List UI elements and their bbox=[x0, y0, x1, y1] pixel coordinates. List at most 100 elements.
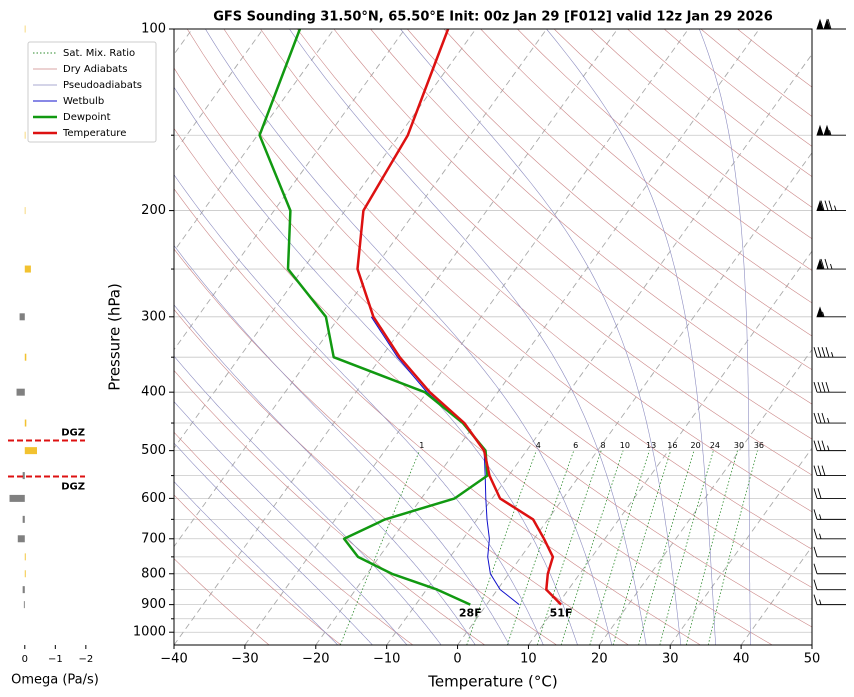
omega-bar bbox=[19, 313, 25, 321]
dry-adiabat bbox=[223, 29, 812, 550]
legend-label: Temperature bbox=[62, 128, 126, 139]
pseudoadiabat bbox=[400, 29, 682, 645]
wind-barb bbox=[816, 124, 846, 136]
x-tick-label: 20 bbox=[591, 652, 608, 667]
omega-axis-label: Omega (Pa/s) bbox=[11, 673, 99, 688]
dry-adiabat bbox=[174, 558, 270, 645]
y-tick-label: 500 bbox=[141, 443, 166, 458]
mixing-ratio-label: 4 bbox=[536, 441, 541, 450]
dry-adiabat bbox=[174, 494, 342, 645]
dry-adiabat bbox=[627, 29, 812, 177]
dgz-label: DGZ bbox=[61, 427, 85, 438]
legend-label: Dry Adiabats bbox=[63, 64, 127, 75]
wind-barb bbox=[813, 488, 846, 499]
pseudoadiabat bbox=[205, 29, 613, 645]
wind-barb bbox=[813, 412, 846, 424]
dry-adiabat bbox=[370, 29, 812, 405]
pseudoadiabat bbox=[174, 355, 442, 645]
profile-line bbox=[370, 316, 520, 605]
omega-bar bbox=[24, 131, 26, 139]
y-tick-label: 400 bbox=[141, 385, 166, 400]
x-tick-label: 50 bbox=[804, 652, 821, 667]
wind-barb bbox=[813, 509, 846, 520]
wind-barb bbox=[813, 563, 846, 575]
chart-title: GFS Sounding 31.50°N, 65.50°E Init: 00z … bbox=[213, 10, 773, 25]
y-tick-label: 900 bbox=[141, 597, 166, 612]
mixing-ratio-line bbox=[589, 450, 650, 645]
background-lines bbox=[174, 29, 812, 645]
wind-barb bbox=[816, 200, 846, 212]
dry-adiabat bbox=[260, 29, 812, 513]
y-tick-label: 800 bbox=[141, 566, 166, 581]
dry-adiabat bbox=[174, 309, 557, 645]
x-tick-label: 10 bbox=[520, 652, 537, 667]
x-tick-label: 30 bbox=[662, 652, 679, 667]
legend-label: Wetbulb bbox=[63, 96, 104, 107]
dry-adiabat bbox=[174, 188, 701, 645]
isotherm bbox=[457, 151, 812, 645]
wind-barb bbox=[813, 579, 846, 591]
dry-adiabat bbox=[517, 29, 812, 271]
x-tick-label: −30 bbox=[231, 652, 258, 667]
omega-bar bbox=[22, 472, 25, 480]
dry-adiabat bbox=[407, 29, 812, 371]
surface-label: 28F bbox=[459, 607, 482, 620]
legend-label: Dewpoint bbox=[63, 112, 111, 123]
wind-barb bbox=[813, 382, 846, 393]
pseudoadiabat bbox=[174, 481, 339, 645]
mixing-ratio-line bbox=[536, 450, 602, 645]
omega-bar bbox=[24, 265, 31, 273]
wind-barb bbox=[816, 258, 846, 270]
isotherm bbox=[386, 53, 812, 645]
isotherm bbox=[811, 644, 812, 645]
omega-bar bbox=[22, 515, 25, 523]
mixing-ratio-label: 8 bbox=[601, 441, 606, 450]
dry-adiabat bbox=[174, 248, 629, 645]
wind-barb bbox=[813, 546, 846, 558]
wind-barb bbox=[816, 18, 846, 30]
dry-adiabat bbox=[174, 127, 773, 645]
pseudoadiabat bbox=[174, 304, 476, 645]
mixing-ratio-line bbox=[612, 450, 672, 645]
omega-bar bbox=[17, 535, 25, 543]
wind-barb bbox=[813, 594, 846, 606]
pseudoadiabat bbox=[174, 174, 544, 645]
x-tick-label: −2 bbox=[78, 654, 93, 665]
wind-barb bbox=[813, 528, 846, 540]
isotherm bbox=[528, 250, 812, 645]
y-tick-label: 1000 bbox=[133, 625, 166, 640]
omega-bar bbox=[24, 419, 27, 427]
x-tick-label: −1 bbox=[48, 654, 63, 665]
legend-box bbox=[27, 41, 157, 143]
profile-line bbox=[258, 28, 489, 606]
x-tick-label: 40 bbox=[733, 652, 750, 667]
omega-bar bbox=[24, 570, 26, 578]
wind-barb bbox=[813, 440, 846, 452]
y-tick-label: 700 bbox=[141, 531, 166, 546]
y-tick-label: 200 bbox=[141, 203, 166, 218]
omega-bar bbox=[9, 494, 25, 502]
mixing-ratio-label: 16 bbox=[667, 441, 677, 450]
omega-bar bbox=[22, 586, 25, 594]
mixing-ratio-line bbox=[685, 450, 738, 645]
omega-bar bbox=[24, 207, 26, 215]
mixing-ratio-line bbox=[507, 450, 575, 645]
isotherm bbox=[315, 29, 760, 645]
dry-adiabat bbox=[186, 29, 812, 588]
x-axis-label: Temperature (°C) bbox=[427, 673, 557, 691]
dry-adiabat bbox=[590, 29, 812, 208]
x-tick-label: 0 bbox=[22, 654, 28, 665]
legend-label: Pseudoadiabats bbox=[63, 80, 142, 91]
dry-adiabat bbox=[174, 67, 812, 628]
x-tick-label: −40 bbox=[160, 652, 187, 667]
mixing-ratio-line bbox=[707, 450, 758, 645]
wind-barb bbox=[816, 306, 846, 318]
wind-barb bbox=[813, 465, 846, 477]
omega-bar bbox=[24, 447, 37, 455]
pseudoadiabat bbox=[174, 401, 408, 645]
mixing-ratio-label: 6 bbox=[573, 441, 578, 450]
y-tick-label: 600 bbox=[141, 491, 166, 506]
pseudoadiabat bbox=[174, 442, 373, 645]
